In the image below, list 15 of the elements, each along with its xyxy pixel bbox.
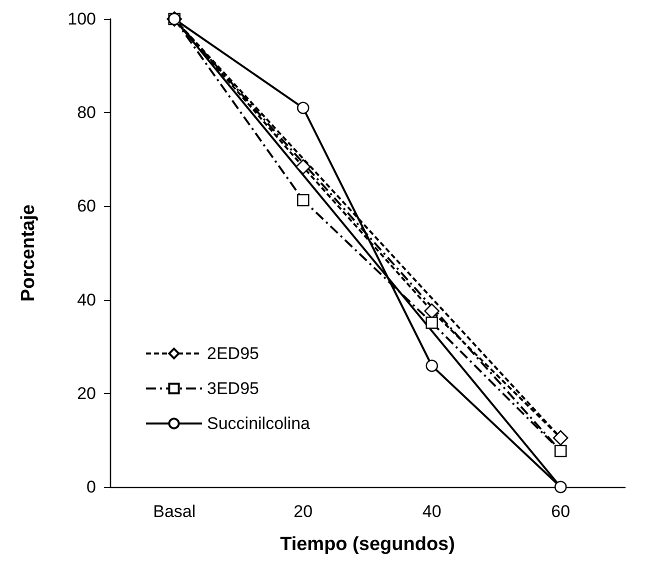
y-tick-label: 20 <box>77 384 96 403</box>
x-tick-label: 40 <box>422 502 442 521</box>
x-tick-label: Basal <box>153 502 196 521</box>
legend-label: 3ED95 <box>207 379 259 398</box>
x-axis-title: Tiempo (segundos) <box>280 534 455 555</box>
x-tick-label: 60 <box>551 502 570 521</box>
y-axis-title: Porcentaje <box>18 204 39 302</box>
y-tick-label: 0 <box>86 478 96 496</box>
y-tick-label: 60 <box>77 196 96 216</box>
y-tick-label: 100 <box>68 10 96 28</box>
y-tick-label: 80 <box>77 103 96 122</box>
x-tick-label: 20 <box>294 502 313 521</box>
legend-label: Succinilcolina <box>207 414 311 433</box>
y-tick-label: 40 <box>77 290 96 310</box>
legend-label: 2ED95 <box>207 344 259 363</box>
